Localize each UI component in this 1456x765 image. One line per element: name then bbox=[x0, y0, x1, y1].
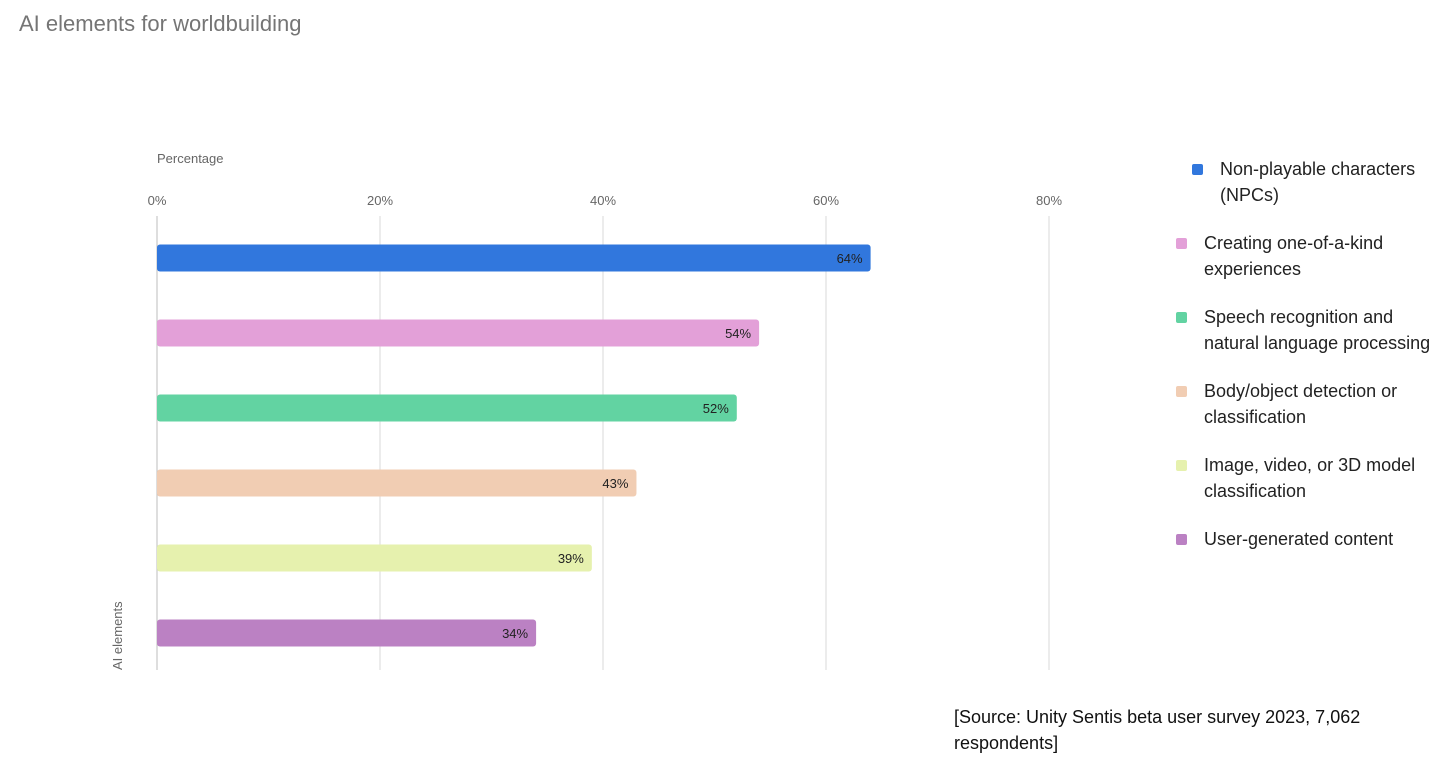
y-axis-title: AI elements bbox=[110, 601, 125, 670]
legend-item: Body/object detection or classification bbox=[1176, 378, 1446, 430]
legend-swatch bbox=[1192, 164, 1203, 175]
legend-label: Non-playable characters (NPCs) bbox=[1220, 159, 1416, 205]
bars bbox=[157, 244, 871, 647]
x-axis-title: Percentage bbox=[157, 151, 224, 166]
gridlines bbox=[156, 216, 1050, 670]
legend-item: Speech recognition and natural language … bbox=[1176, 304, 1446, 356]
legend-item: Creating one-of-a-kind experiences bbox=[1176, 230, 1446, 282]
legend: Non-playable characters (NPCs) Creating o… bbox=[1176, 156, 1446, 574]
bar bbox=[157, 619, 537, 647]
bar bbox=[157, 244, 871, 272]
x-tick-label: 20% bbox=[367, 193, 393, 208]
data-label: 43% bbox=[602, 476, 628, 491]
legend-swatch bbox=[1176, 534, 1187, 545]
x-tick-label: 0% bbox=[148, 193, 167, 208]
x-tick-labels: 0% 20% 40% 60% 80% bbox=[148, 193, 1063, 208]
legend-label: Image, video, or 3D model classification bbox=[1204, 455, 1416, 501]
data-labels: 64% 54% 52% 43% 39% 34% bbox=[502, 251, 863, 641]
bar bbox=[157, 394, 737, 422]
bar bbox=[157, 469, 637, 497]
data-label: 34% bbox=[502, 626, 528, 641]
legend-label: Creating one-of-a-kind experiences bbox=[1204, 233, 1384, 279]
data-label: 39% bbox=[558, 551, 584, 566]
legend-swatch bbox=[1176, 460, 1187, 471]
legend-item: Image, video, or 3D model classification bbox=[1176, 452, 1446, 504]
bar bbox=[157, 544, 592, 572]
legend-label: Body/object detection or classification bbox=[1204, 381, 1398, 427]
legend-item: User-generated content bbox=[1176, 526, 1446, 552]
legend-label: User-generated content bbox=[1204, 529, 1394, 549]
source-note: [Source: Unity Sentis beta user survey 2… bbox=[954, 707, 1361, 753]
bar bbox=[157, 319, 760, 347]
chart-title: AI elements for worldbuilding bbox=[19, 11, 302, 36]
legend-swatch bbox=[1176, 386, 1187, 397]
data-label: 54% bbox=[725, 326, 751, 341]
legend-swatch bbox=[1176, 312, 1187, 323]
legend-item: Non-playable characters (NPCs) bbox=[1176, 156, 1446, 208]
x-tick-label: 40% bbox=[590, 193, 616, 208]
legend-label: Speech recognition and natural language … bbox=[1204, 307, 1431, 353]
data-label: 64% bbox=[837, 251, 863, 266]
data-label: 52% bbox=[703, 401, 729, 416]
x-tick-label: 60% bbox=[813, 193, 839, 208]
x-tick-label: 80% bbox=[1036, 193, 1062, 208]
legend-swatch bbox=[1176, 238, 1187, 249]
